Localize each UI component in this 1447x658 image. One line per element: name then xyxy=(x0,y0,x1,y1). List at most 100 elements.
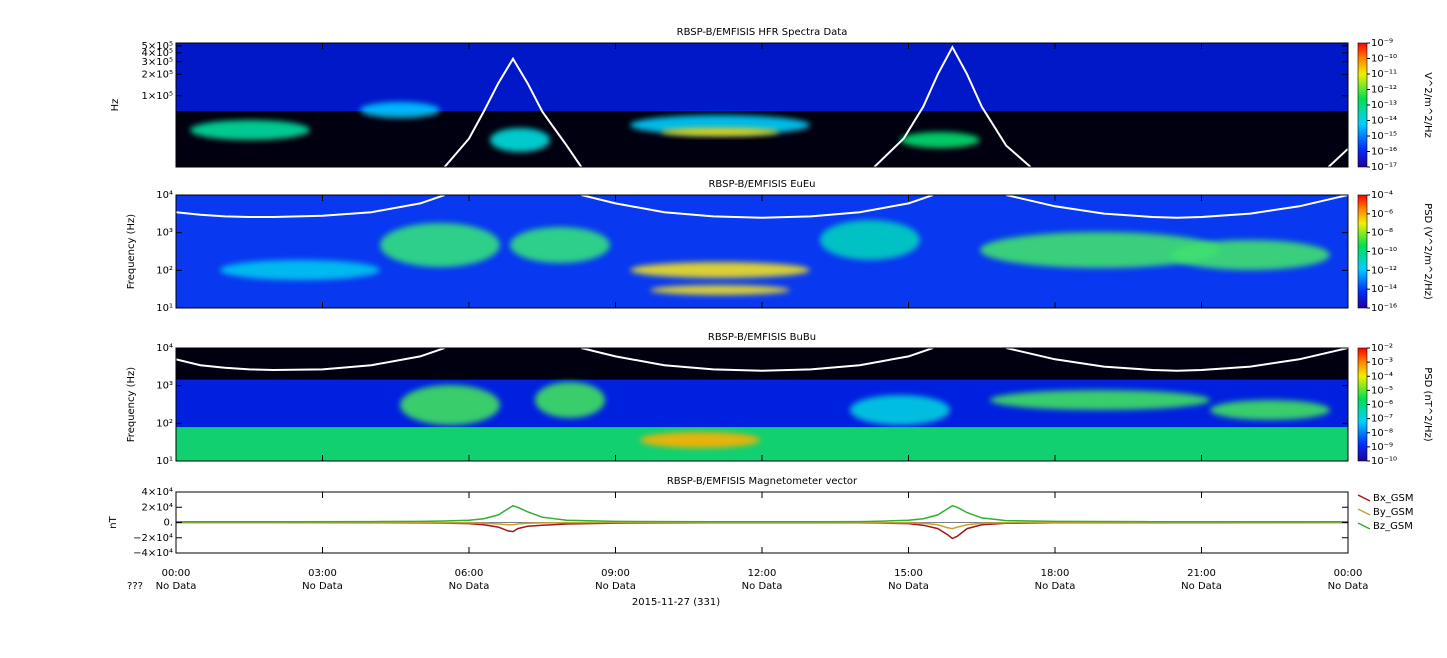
x-tick-sublabel: No Data xyxy=(742,581,783,592)
y-axis-label: Frequency (Hz) xyxy=(126,214,137,290)
colorbar-tick-label: 10⁻⁶ xyxy=(1371,400,1393,411)
spectrogram-texture xyxy=(190,102,980,152)
spectrogram-blob xyxy=(660,128,780,136)
colorbar-tick-label: 10⁻¹³ xyxy=(1371,100,1397,111)
legend-swatch xyxy=(1357,522,1371,530)
overlay-line xyxy=(176,195,1348,219)
y-tick-label: 4×10⁵ xyxy=(142,48,173,59)
colorbar-tick-label: 10⁻¹² xyxy=(1371,85,1397,96)
series-line xyxy=(176,521,1348,530)
spectrogram-blob xyxy=(820,220,920,260)
colorbar-label: PSD (nT^2/Hz) xyxy=(1422,367,1433,441)
series-line xyxy=(176,504,1348,523)
x-tick-sublabel: No Data xyxy=(156,581,197,592)
colorbar-tick-label: 10⁻⁹ xyxy=(1371,38,1393,49)
panel-title: RBSP-B/EMFISIS Magnetometer vector xyxy=(667,476,858,487)
y-tick-label: 5×10⁵ xyxy=(142,41,173,52)
x-tick-sublabel: No Data xyxy=(302,581,343,592)
legend-label: Bz_GSM xyxy=(1373,521,1413,532)
colorbar-label: PSD (V^2/m^2/Hz) xyxy=(1422,203,1433,300)
spectrogram-texture xyxy=(400,382,1330,448)
spectrogram-blob xyxy=(190,120,310,140)
spectrogram-blob xyxy=(535,382,605,418)
colorbar-tick-label: 10⁻¹⁶ xyxy=(1371,303,1397,314)
x-tick-sublabel: No Data xyxy=(595,581,636,592)
x-tick-label: 18:00 xyxy=(1041,568,1070,579)
spectrogram-blob xyxy=(360,102,440,118)
overlay-line xyxy=(176,348,1348,372)
x-tick-label: 12:00 xyxy=(748,568,777,579)
spectrogram-blob xyxy=(990,390,1210,410)
y-tick-label: 2×10⁴ xyxy=(142,502,173,513)
y-tick-label: 2×10⁵ xyxy=(142,69,173,80)
y-tick-label: 10¹ xyxy=(156,303,173,314)
colorbar-tick-label: 10⁻⁸ xyxy=(1371,228,1393,239)
spectrogram-blob xyxy=(900,132,980,148)
spectrogram-blob xyxy=(980,232,1220,268)
legend-label: Bx_GSM xyxy=(1373,493,1414,504)
y-tick-label: 3×10⁵ xyxy=(142,57,173,68)
panel-title: RBSP-B/EMFISIS EuEu xyxy=(708,179,815,190)
legend-swatch xyxy=(1357,508,1371,516)
colorbar-tick-label: 10⁻⁴ xyxy=(1371,190,1393,201)
x-tick-sublabel: No Data xyxy=(1328,581,1369,592)
y-tick-label: 0. xyxy=(163,518,173,529)
spectrogram-blob xyxy=(650,285,790,295)
spectrogram-blob xyxy=(850,395,950,425)
colorbar-tick-label: 10⁻¹⁶ xyxy=(1371,147,1397,158)
colorbar-tick-label: 10⁻¹⁵ xyxy=(1371,131,1397,142)
y-tick-label: 10³ xyxy=(156,381,173,392)
y-tick-label: 10² xyxy=(156,265,173,276)
panel-title: RBSP-B/EMFISIS BuBu xyxy=(708,332,816,343)
y-axis-label: nT xyxy=(108,515,119,528)
legend-swatch xyxy=(1357,494,1371,502)
x-tick-label: 15:00 xyxy=(894,568,923,579)
x-axis-label: 2015-11-27 (331) xyxy=(632,597,720,608)
y-tick-label: 10¹ xyxy=(156,456,173,467)
colorbar-tick-label: 10⁻³ xyxy=(1371,357,1393,368)
spectrogram-blob xyxy=(1210,400,1330,420)
spectrogram-blob xyxy=(1170,240,1330,270)
x-tick-sublabel: No Data xyxy=(888,581,929,592)
spectrogram-blob xyxy=(490,128,550,152)
y-tick-label: 10⁴ xyxy=(156,343,173,354)
x-tick-label: 21:00 xyxy=(1187,568,1216,579)
series-line xyxy=(176,521,1348,540)
x-tick-label: 00:00 xyxy=(1334,568,1363,579)
colorbar-tick-label: 10⁻¹⁴ xyxy=(1371,284,1397,295)
colorbar xyxy=(1357,42,1368,168)
legend-label: By_GSM xyxy=(1373,507,1414,518)
spectrogram-blob xyxy=(400,385,500,425)
x-tick-label: 00:00 xyxy=(162,568,191,579)
x-sublabel-prefix: ??? xyxy=(127,581,143,592)
y-tick-label: 1×10⁵ xyxy=(142,91,173,102)
colorbar-tick-label: 10⁻¹⁰ xyxy=(1371,456,1397,467)
spectrogram-blob xyxy=(640,432,760,448)
colorbar-tick-label: 10⁻¹² xyxy=(1371,265,1397,276)
x-tick-sublabel: No Data xyxy=(449,581,490,592)
x-tick-sublabel: No Data xyxy=(1035,581,1076,592)
y-axis-label: Hz xyxy=(110,99,121,112)
colorbar-tick-label: 10⁻² xyxy=(1371,343,1393,354)
colorbar-tick-label: 10⁻¹¹ xyxy=(1371,69,1397,80)
x-tick-sublabel: No Data xyxy=(1181,581,1222,592)
colorbar-tick-label: 10⁻¹⁰ xyxy=(1371,247,1397,258)
colorbar-tick-label: 10⁻⁹ xyxy=(1371,442,1393,453)
x-tick-label: 03:00 xyxy=(308,568,337,579)
colorbar-tick-label: 10⁻⁴ xyxy=(1371,371,1393,382)
x-tick-label: 06:00 xyxy=(455,568,484,579)
colorbar-tick-label: 10⁻¹⁰ xyxy=(1371,54,1397,65)
colorbar-tick-label: 10⁻¹⁷ xyxy=(1371,162,1397,173)
y-tick-label: −2×10⁴ xyxy=(133,533,173,544)
colorbar-tick-label: 10⁻⁸ xyxy=(1371,428,1393,439)
y-tick-label: 10³ xyxy=(156,228,173,239)
colorbar-tick-label: 10⁻¹⁴ xyxy=(1371,116,1397,127)
spectrogram-blob xyxy=(220,260,380,280)
colorbar-label: V^2/m^2/Hz xyxy=(1422,72,1433,138)
y-axis-label: Frequency (Hz) xyxy=(126,367,137,443)
y-tick-label: 10² xyxy=(156,418,173,429)
spectrogram-blob xyxy=(510,227,610,263)
y-tick-label: 10⁴ xyxy=(156,190,173,201)
